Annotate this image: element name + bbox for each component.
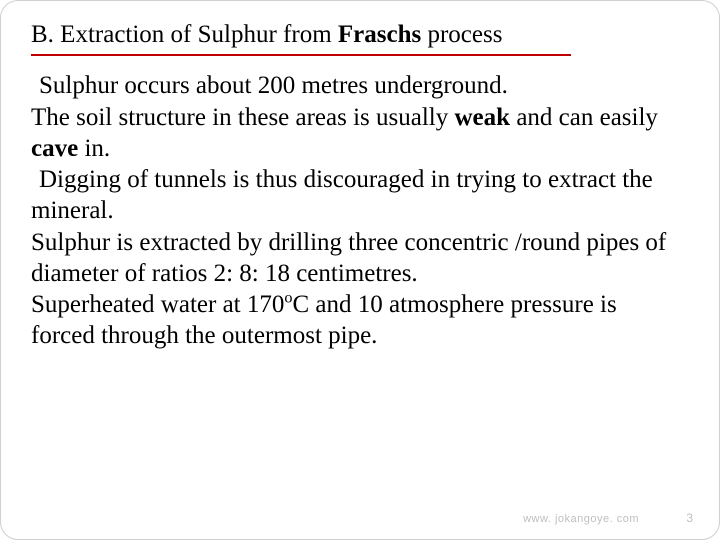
title-bold: Fraschs: [338, 21, 421, 48]
title-suffix: process: [421, 21, 502, 48]
body-line-4: Sulphur is extracted by drilling three c…: [31, 227, 671, 290]
title-underline: [31, 54, 571, 56]
text: in.: [78, 135, 110, 162]
text: and can easily: [510, 104, 658, 131]
slide-title: B. Extraction of Sulphur from Fraschs pr…: [31, 19, 689, 50]
slide-body: Sulphur occurs about 200 metres undergro…: [31, 70, 671, 351]
text: The soil structure in these areas is usu…: [31, 104, 455, 131]
body-line-2: The soil structure in these areas is usu…: [31, 102, 671, 165]
text: Superheated water at 170: [31, 291, 284, 318]
emphasis-cave: cave: [31, 135, 78, 162]
body-line-1: Sulphur occurs about 200 metres undergro…: [31, 70, 671, 101]
body-line-5: Superheated water at 170oC and 10 atmosp…: [31, 289, 671, 352]
emphasis-weak: weak: [455, 104, 511, 131]
footer-page-number: 3: [686, 511, 693, 525]
title-prefix: B. Extraction of Sulphur from: [31, 21, 338, 48]
slide-card: B. Extraction of Sulphur from Fraschs pr…: [0, 0, 720, 540]
footer-url: www. jokangoye. com: [523, 513, 639, 525]
body-line-3: Digging of tunnels is thus discouraged i…: [31, 164, 671, 227]
degree-superscript: o: [284, 289, 292, 307]
